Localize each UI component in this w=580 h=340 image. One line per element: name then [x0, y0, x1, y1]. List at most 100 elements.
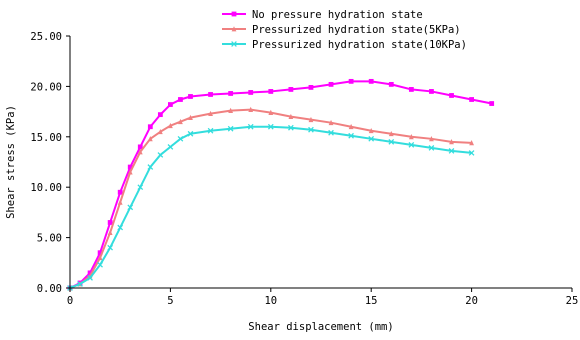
- data-point: [248, 90, 254, 95]
- data-point: [448, 148, 455, 154]
- data-point: [168, 122, 173, 129]
- legend: No pressure hydration state Pressurized h…: [222, 9, 467, 51]
- data-point: [117, 224, 124, 231]
- legend-item: Pressurized hydration state(5KPa): [222, 24, 461, 36]
- series-2: [67, 106, 474, 291]
- data-point: [368, 135, 375, 142]
- data-point: [268, 109, 274, 116]
- data-point: [167, 144, 174, 150]
- data-point: [117, 189, 123, 195]
- data-point: [388, 130, 394, 137]
- data-point: [247, 123, 254, 130]
- y-tick-label: 5.00: [37, 233, 62, 245]
- data-point: [207, 127, 214, 134]
- data-point: [77, 281, 83, 287]
- data-point: [248, 106, 254, 112]
- data-point: [368, 127, 374, 134]
- data-point: [328, 129, 334, 136]
- data-point: [177, 135, 184, 142]
- data-point: [388, 138, 395, 145]
- x-tick-label: 20: [465, 295, 478, 307]
- x-tick-label: 5: [167, 295, 173, 307]
- data-point: [157, 112, 163, 118]
- data-point: [178, 118, 183, 125]
- legend-item: Pressurized hydration state(10KPa): [222, 39, 467, 51]
- data-point: [227, 125, 234, 132]
- legend-marker: [231, 11, 237, 17]
- data-point: [187, 130, 194, 137]
- x-ticks: 0 5 10 15 20 25: [67, 288, 578, 307]
- data-point: [127, 164, 133, 170]
- data-point: [267, 123, 274, 130]
- data-point: [137, 144, 143, 150]
- data-point: [168, 102, 173, 107]
- data-point: [469, 97, 474, 102]
- data-point: [137, 184, 144, 191]
- y-ticks: 0.00 5.00 10.00 15.00 20.00 25.00: [30, 31, 70, 295]
- data-point: [228, 91, 234, 96]
- y-axis-title: Shear stress (KPa): [5, 105, 17, 219]
- y-tick-label: 20.00: [30, 81, 62, 93]
- data-point: [268, 89, 274, 94]
- series-3: [67, 123, 475, 291]
- y-tick-label: 10.00: [30, 182, 62, 194]
- data-point: [208, 92, 213, 97]
- data-point: [157, 128, 163, 135]
- data-point: [97, 254, 103, 261]
- y-tick-label: 0.00: [37, 283, 62, 295]
- x-tick-label: 15: [365, 295, 378, 307]
- data-point: [388, 81, 394, 87]
- legend-marker: [231, 26, 237, 32]
- data-point: [308, 116, 314, 123]
- x-tick-label: 0: [67, 295, 73, 307]
- data-point: [147, 124, 153, 130]
- data-point: [468, 150, 475, 156]
- data-point: [97, 250, 103, 256]
- data-point: [188, 114, 193, 121]
- data-point: [408, 142, 415, 148]
- data-point: [107, 244, 114, 251]
- data-point: [127, 204, 134, 211]
- data-point: [137, 149, 143, 155]
- data-point: [117, 199, 123, 205]
- data-point: [348, 78, 354, 84]
- data-point: [429, 89, 434, 94]
- data-point: [87, 275, 93, 281]
- data-point: [348, 132, 354, 139]
- data-point: [228, 107, 234, 113]
- data-point: [288, 113, 294, 120]
- y-tick-label: 15.00: [30, 132, 62, 144]
- data-point: [208, 110, 213, 117]
- x-axis-title: Shear displacement (mm): [248, 321, 393, 333]
- data-point: [368, 78, 374, 84]
- data-point: [87, 270, 93, 276]
- data-point: [97, 261, 103, 268]
- y-tick-label: 25.00: [30, 31, 62, 43]
- data-point: [328, 81, 334, 87]
- data-point: [147, 136, 153, 142]
- data-point: [469, 140, 474, 146]
- data-point: [188, 94, 193, 99]
- legend-marker: [231, 41, 237, 47]
- data-point: [147, 164, 154, 170]
- series-1: [67, 78, 495, 291]
- data-point: [157, 152, 164, 158]
- data-point: [348, 123, 354, 130]
- series-line: [69, 80, 492, 289]
- data-point: [107, 220, 113, 225]
- axes-layer: [69, 36, 572, 289]
- x-tick-label: 10: [264, 295, 277, 307]
- data-point: [127, 169, 133, 175]
- data-point: [428, 145, 435, 151]
- data-point: [449, 93, 454, 98]
- data-point: [429, 136, 434, 142]
- data-point: [308, 85, 314, 90]
- data-point: [288, 87, 294, 92]
- data-point: [178, 97, 183, 102]
- data-point: [408, 134, 414, 140]
- data-point: [489, 101, 495, 106]
- data-point: [288, 124, 294, 131]
- data-point: [408, 87, 414, 92]
